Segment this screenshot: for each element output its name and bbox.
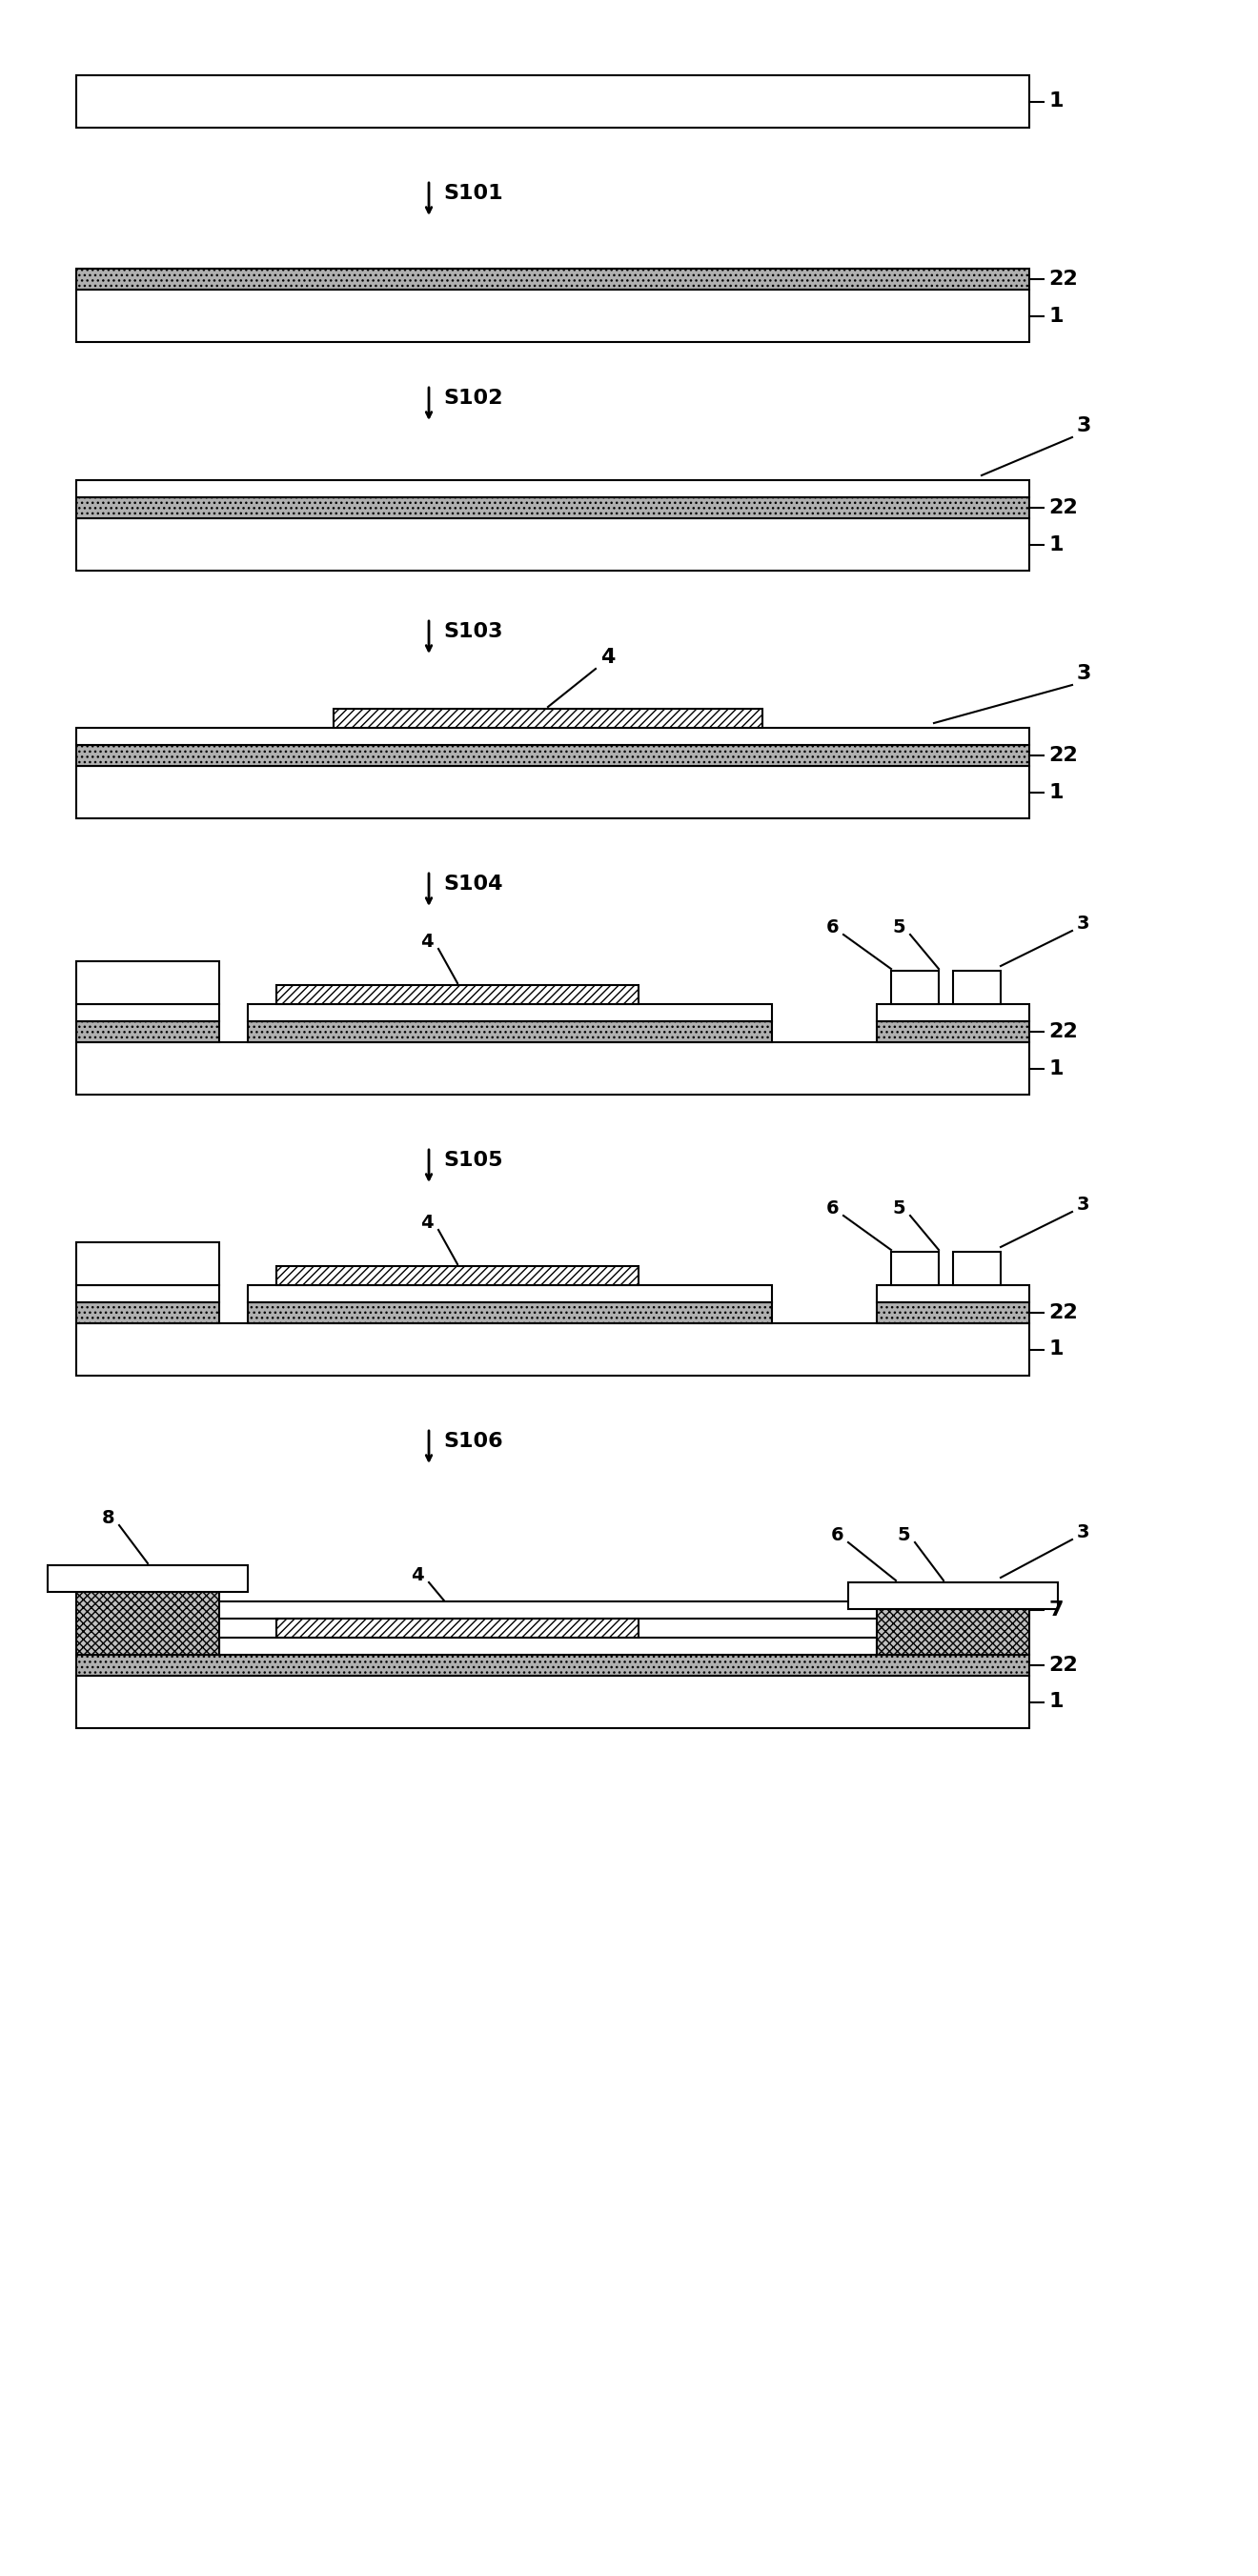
Bar — [77, 1677, 1029, 1728]
Bar — [877, 1285, 1029, 1303]
Text: 3: 3 — [1077, 417, 1092, 435]
Bar — [48, 1566, 248, 1592]
Text: S101: S101 — [443, 183, 503, 204]
Bar — [277, 984, 639, 1005]
Text: 6: 6 — [825, 920, 839, 938]
Bar — [77, 497, 1029, 518]
Bar — [891, 971, 938, 1005]
Bar — [277, 1618, 639, 1638]
Bar — [77, 961, 219, 1005]
Bar — [77, 1324, 1029, 1376]
Bar — [877, 1610, 1029, 1654]
Bar — [77, 1303, 219, 1324]
Text: 1: 1 — [1048, 1059, 1063, 1077]
Text: S102: S102 — [443, 389, 503, 407]
Bar — [77, 1654, 1029, 1677]
Text: 3: 3 — [1077, 665, 1092, 683]
Text: 3: 3 — [1077, 914, 1089, 933]
Text: 4: 4 — [600, 647, 615, 667]
Text: 22: 22 — [1048, 497, 1078, 518]
Text: 22: 22 — [1048, 270, 1078, 289]
Bar — [77, 744, 1029, 765]
Bar — [891, 1252, 938, 1285]
Bar — [248, 1005, 772, 1020]
Bar — [77, 1285, 219, 1303]
Text: 22: 22 — [1048, 1303, 1078, 1321]
Text: 4: 4 — [411, 1566, 424, 1584]
Text: 22: 22 — [1048, 1023, 1078, 1041]
Bar — [954, 1252, 1000, 1285]
Text: S105: S105 — [443, 1151, 503, 1170]
Bar — [77, 479, 1029, 497]
Text: S103: S103 — [443, 621, 503, 641]
Text: 1: 1 — [1048, 1340, 1063, 1360]
Text: 6: 6 — [830, 1525, 843, 1543]
Text: 7: 7 — [1048, 1600, 1063, 1620]
Bar — [77, 765, 1029, 819]
Bar — [77, 1005, 219, 1020]
Bar — [877, 1020, 1029, 1043]
Bar — [77, 289, 1029, 343]
Text: 1: 1 — [1048, 93, 1063, 111]
Text: 8: 8 — [102, 1510, 114, 1528]
Text: 5: 5 — [892, 920, 906, 938]
Text: 22: 22 — [1048, 747, 1078, 765]
Bar — [954, 971, 1000, 1005]
Bar — [77, 1242, 219, 1285]
Text: S106: S106 — [443, 1432, 503, 1450]
Bar — [77, 1592, 219, 1654]
Bar — [77, 729, 1029, 744]
Text: 5: 5 — [892, 1200, 906, 1218]
Text: 1: 1 — [1048, 783, 1063, 801]
Text: 3: 3 — [1077, 1522, 1089, 1540]
Bar — [77, 1602, 1029, 1618]
Text: 3: 3 — [1077, 1195, 1089, 1213]
Text: 22: 22 — [1048, 1656, 1078, 1674]
Bar — [248, 1285, 772, 1303]
Bar — [77, 1043, 1029, 1095]
Bar — [77, 1020, 219, 1043]
Text: 4: 4 — [420, 933, 434, 951]
Bar — [277, 1265, 639, 1285]
Bar — [248, 1303, 772, 1324]
Bar — [877, 1303, 1029, 1324]
Bar — [219, 1638, 877, 1654]
Bar — [77, 75, 1029, 129]
Bar — [848, 1582, 1058, 1610]
Bar — [333, 708, 762, 729]
Text: S104: S104 — [443, 873, 503, 894]
Text: 1: 1 — [1048, 1692, 1063, 1710]
Bar — [77, 518, 1029, 572]
Bar — [77, 268, 1029, 289]
Text: 5: 5 — [897, 1525, 910, 1543]
Text: 6: 6 — [825, 1200, 839, 1218]
Bar — [877, 1005, 1029, 1020]
Text: 1: 1 — [1048, 307, 1063, 325]
Text: 4: 4 — [420, 1213, 434, 1231]
Text: 1: 1 — [1048, 536, 1063, 554]
Bar — [248, 1020, 772, 1043]
